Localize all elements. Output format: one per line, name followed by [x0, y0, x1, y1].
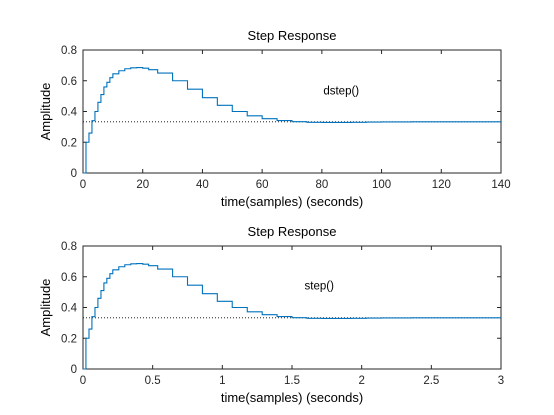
- y-tick-label: 0.2: [61, 333, 77, 345]
- chart-title: Step Response: [248, 224, 337, 239]
- x-tick-label: 1.5: [284, 375, 300, 387]
- x-tick-label: 0: [80, 179, 86, 191]
- y-tick-label: 0.4: [61, 303, 78, 315]
- subplot-2: 0 0.5 1 1.5 2 2.5 3 0 0.2 0.4 0.6 0.8 Step Response t…: [38, 224, 504, 405]
- subplot-1: 0 20 40 60 80 100 120 140 0 0.2 0.4 0.6 0.8 Step Resp…: [38, 28, 511, 209]
- y-tick-label: 0.8: [61, 45, 77, 57]
- y-tick-label: 0.6: [61, 76, 77, 88]
- chart-annotation: dstep(): [323, 86, 359, 98]
- x-tick-label: 80: [315, 179, 328, 191]
- chart-title: Step Response: [248, 28, 337, 43]
- axes-box: [82, 49, 502, 174]
- y-axis-label: Amplitude: [38, 279, 53, 337]
- series-line: [83, 66, 501, 174]
- series-line: [83, 262, 501, 370]
- x-tick-label: 0.5: [145, 375, 161, 387]
- x-tick-label: 140: [491, 179, 510, 191]
- y-axis-label: Amplitude: [38, 83, 53, 141]
- chart-annotation: step(): [305, 280, 335, 292]
- x-tick-label: 0: [80, 375, 86, 387]
- x-tick-label: 120: [432, 179, 451, 191]
- y-tick-label: 0.4: [61, 107, 78, 119]
- y-tick-label: 0.2: [61, 137, 77, 149]
- y-tick-label: 0: [71, 364, 77, 376]
- x-tick-label: 100: [372, 179, 391, 191]
- x-tick-label: 40: [196, 179, 209, 191]
- x-tick-label: 3: [498, 375, 504, 387]
- x-axis-label: time(samples) (seconds): [221, 194, 363, 209]
- x-tick-label: 60: [256, 179, 269, 191]
- y-tick-label: 0: [71, 168, 77, 180]
- y-tick-label: 0.8: [61, 241, 77, 253]
- x-tick-label: 1: [219, 375, 225, 387]
- x-tick-label: 2.5: [423, 375, 439, 387]
- x-axis-label: time(samples) (seconds): [221, 390, 363, 405]
- axes-box: [82, 245, 502, 370]
- x-tick-label: 2: [358, 375, 364, 387]
- y-tick-label: 0.6: [61, 272, 77, 284]
- x-tick-label: 20: [136, 179, 149, 191]
